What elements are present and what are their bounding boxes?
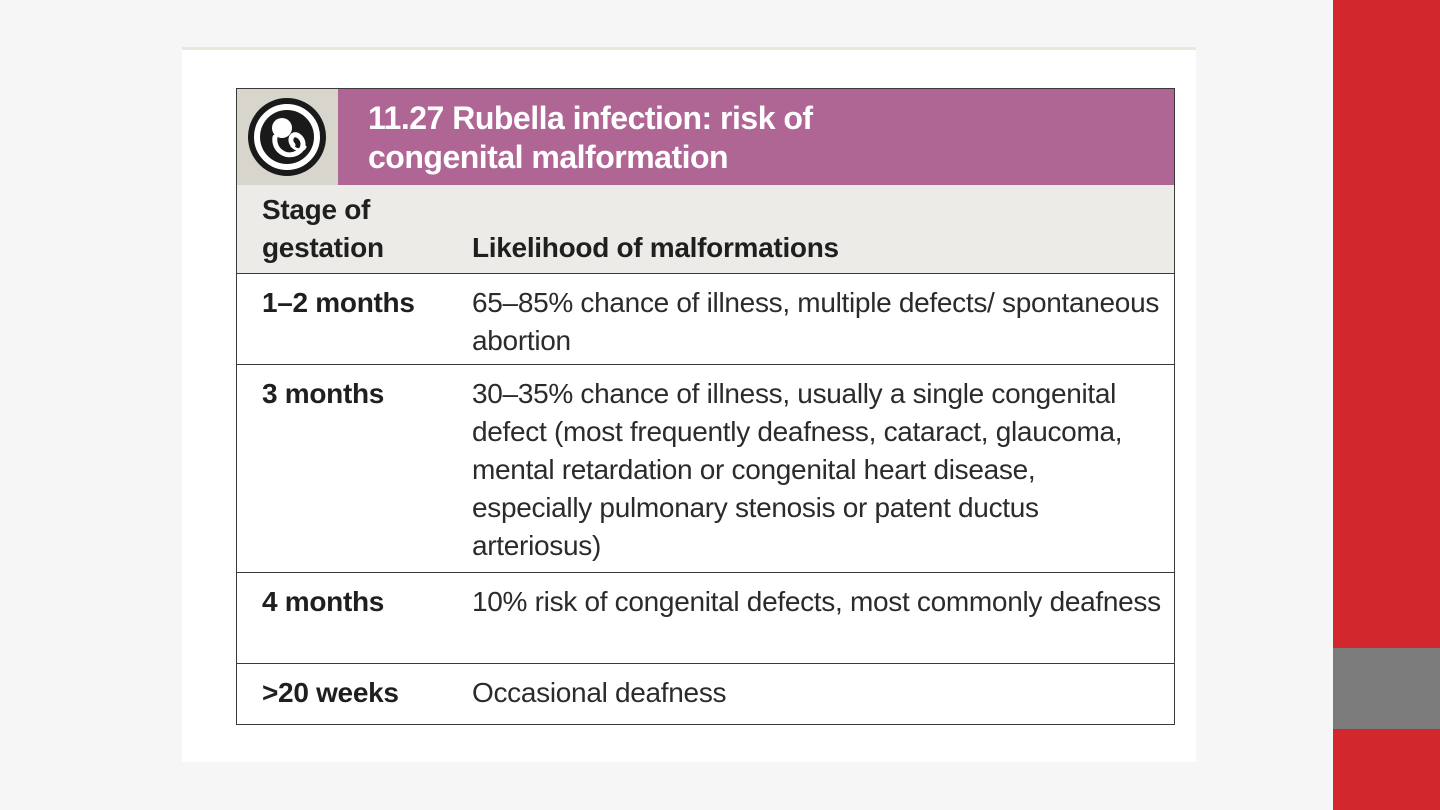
likelihood-cell: 30–35% chance of illness, usually a sing…: [472, 378, 1123, 561]
side-accent-gray-block: [1333, 648, 1440, 729]
box-header: 11.27 Rubella infection: risk of congeni…: [237, 89, 1174, 185]
likelihood-cell: 10% risk of congenital defects, most com…: [472, 586, 1161, 617]
table-row: >20 weeks Occasional deafness: [237, 664, 1174, 724]
title-band: 11.27 Rubella infection: risk of congeni…: [338, 89, 1174, 185]
info-box: 11.27 Rubella infection: risk of congeni…: [236, 88, 1175, 725]
likelihood-cell: 65–85% chance of illness, multiple defec…: [472, 287, 1160, 356]
table-row: 4 months 10% risk of congenital defects,…: [237, 573, 1174, 664]
stage-cell: 3 months: [262, 378, 385, 409]
stage-cell: >20 weeks: [262, 677, 399, 708]
fetus-icon: [248, 98, 326, 176]
box-title: 11.27 Rubella infection: risk of congeni…: [368, 100, 813, 175]
table-row: 1–2 months 65–85% chance of illness, mul…: [237, 274, 1174, 365]
column-header-likelihood: Likelihood of malformations: [472, 232, 839, 263]
column-header-stage: Stage of gestation: [262, 194, 384, 263]
stage-cell: 1–2 months: [262, 287, 415, 318]
stage-cell: 4 months: [262, 586, 385, 617]
side-accent-strip: [1333, 0, 1440, 810]
column-header-row: Stage of gestation Likelihood of malform…: [237, 185, 1174, 274]
slide-top-rule: [182, 47, 1196, 50]
likelihood-cell: Occasional deafness: [472, 677, 727, 708]
icon-cell: [237, 89, 338, 185]
table-row: 3 months 30–35% chance of illness, usual…: [237, 365, 1174, 573]
